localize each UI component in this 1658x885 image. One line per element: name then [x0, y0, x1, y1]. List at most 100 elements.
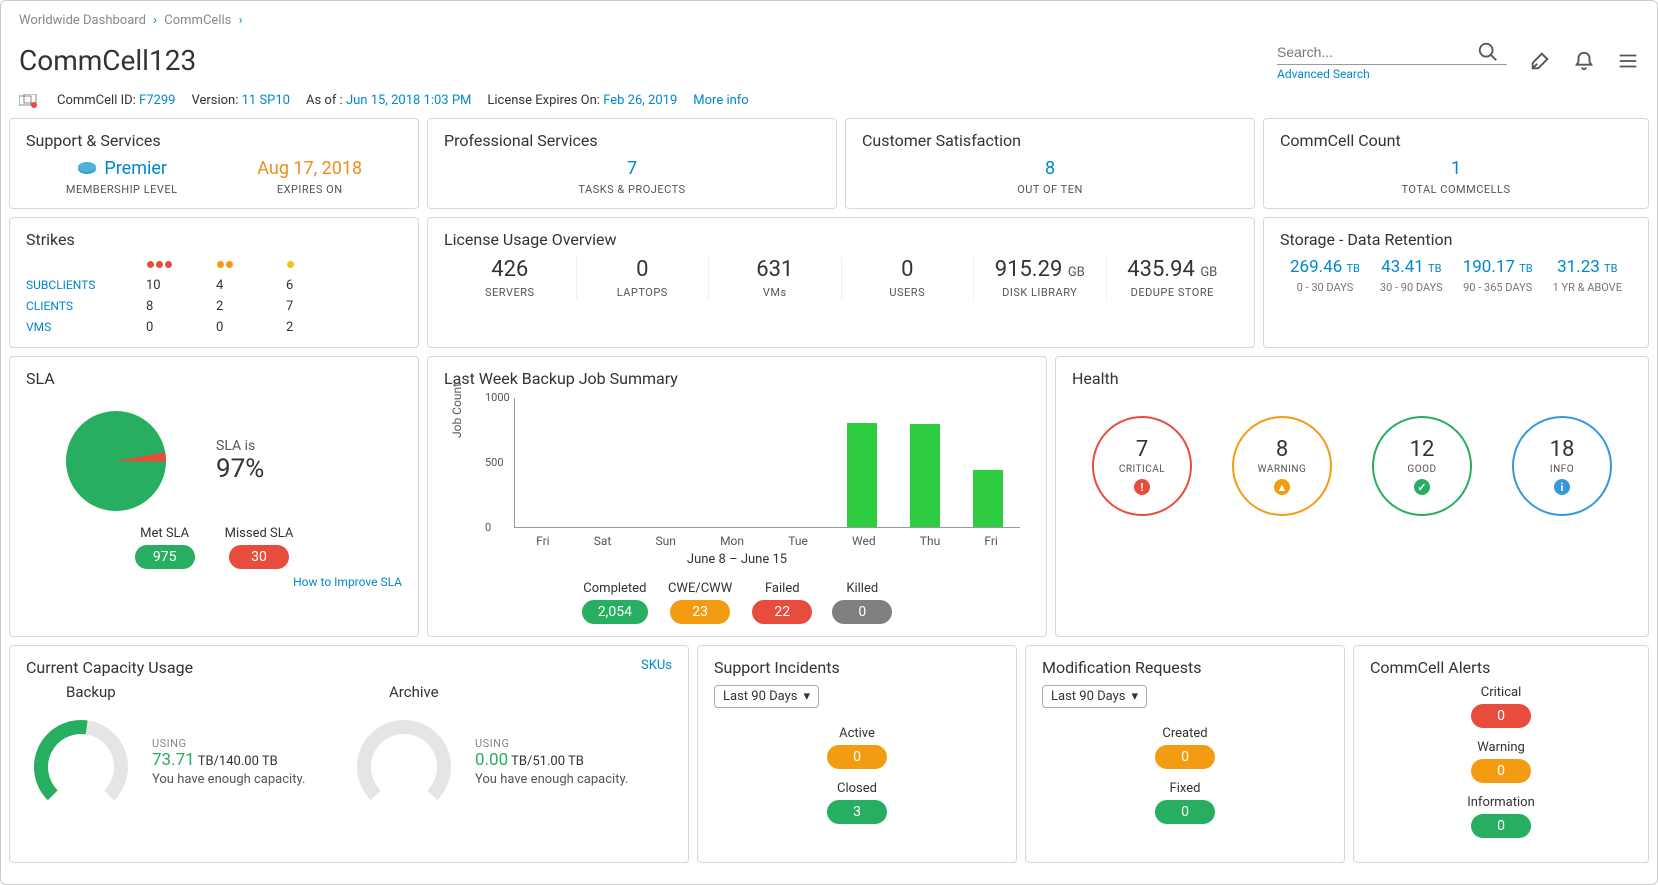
card-title: CommCell Alerts [1370, 658, 1632, 677]
closed-pill[interactable]: 3 [827, 800, 887, 824]
health-ring[interactable]: 8WARNING▲ [1232, 416, 1332, 516]
license-item: 915.29 GBDISK LIBRARY [974, 257, 1107, 299]
chart-y-label: Job Count [450, 383, 464, 438]
retention-item: 31.23 TB1 YR & ABOVE [1553, 257, 1622, 294]
alert-info-pill[interactable]: 0 [1471, 814, 1531, 838]
chart-x-tick: Sat [594, 534, 612, 548]
expires-on-label: EXPIRES ON [257, 183, 362, 196]
health-status-icon: i [1554, 479, 1570, 495]
closed-label: Closed [714, 781, 1000, 796]
commcell-count-value: 1 [1280, 158, 1632, 179]
chart-x-tick: Sun [656, 534, 676, 548]
chevron-right-icon: › [153, 13, 157, 28]
strike-cell: 4 [216, 278, 286, 293]
health-status-icon: ▲ [1274, 479, 1290, 495]
breadcrumb-worldwide[interactable]: Worldwide Dashboard [19, 13, 146, 28]
strike-cell: 8 [146, 299, 216, 314]
card-title: CommCell Count [1280, 131, 1632, 150]
missed-sla-label: Missed SLA [225, 526, 294, 541]
retention-item: 190.17 TB90 - 365 DAYS [1463, 257, 1533, 294]
license-item: 435.94 GBDEDUPE STORE [1107, 257, 1239, 299]
health-ring[interactable]: 18INFOi [1512, 416, 1612, 516]
met-sla-label: Met SLA [135, 526, 195, 541]
strike-cell: 6 [286, 278, 356, 293]
met-sla-pill[interactable]: 975 [135, 545, 195, 569]
archive-gauge [349, 707, 459, 817]
chart-bar[interactable] [910, 424, 940, 527]
card-title: SLA [26, 369, 402, 388]
breadcrumb-commcells[interactable]: CommCells [164, 13, 231, 28]
skus-link[interactable]: SKUs [641, 658, 672, 673]
card-title: License Usage Overview [444, 230, 1238, 249]
created-pill[interactable]: 0 [1155, 745, 1215, 769]
health-card: Health 7CRITICAL! 8WARNING▲ 12GOOD✓ 18INFOi [1055, 356, 1649, 637]
alert-warning-pill[interactable]: 0 [1471, 759, 1531, 783]
retention-item: 43.41 TB30 - 90 DAYS [1380, 257, 1443, 294]
strike-row-label[interactable]: SUBCLIENTS [26, 278, 146, 293]
chart-x-tick: Fri [536, 534, 549, 548]
legend-pill[interactable]: 22 [752, 600, 812, 624]
professional-services-card: Professional Services 7 TASKS & PROJECTS [427, 118, 837, 209]
active-pill[interactable]: 0 [827, 745, 887, 769]
legend-pill[interactable]: 23 [670, 600, 730, 624]
health-status-icon: ✓ [1414, 479, 1430, 495]
strike-row-label[interactable]: CLIENTS [26, 299, 146, 314]
card-title: Last Week Backup Job Summary [444, 369, 1030, 388]
legend-pill[interactable]: 2,054 [582, 600, 648, 624]
commcell-count-label: TOTAL COMMCELLS [1280, 183, 1632, 196]
card-title: Health [1072, 369, 1632, 388]
advanced-search-link[interactable]: Advanced Search [1277, 67, 1370, 81]
meta-row: CommCell ID: F7299 Version: 11 SP10 As o… [19, 91, 1639, 118]
csat-label: OUT OF TEN [862, 183, 1238, 196]
health-ring[interactable]: 12GOOD✓ [1372, 416, 1472, 516]
missed-sla-pill[interactable]: 30 [229, 545, 289, 569]
health-status-icon: ! [1134, 479, 1150, 495]
strike-cell: 2 [216, 299, 286, 314]
breadcrumb: Worldwide Dashboard › CommCells › [19, 9, 1639, 34]
membership-level-value[interactable]: Premier [104, 158, 167, 179]
chart-x-title: June 8 – June 15 [444, 552, 1030, 567]
card-title: Modification Requests [1042, 658, 1328, 677]
backup-gauge [26, 707, 136, 817]
alert-critical-pill[interactable]: 0 [1471, 704, 1531, 728]
csat-value: 8 [862, 158, 1238, 179]
legend-label: Completed [582, 581, 648, 596]
chart-bar[interactable] [973, 470, 1003, 527]
health-ring[interactable]: 7CRITICAL! [1092, 416, 1192, 516]
legend-pill[interactable]: 0 [832, 600, 892, 624]
improve-sla-link[interactable]: How to Improve SLA [26, 575, 402, 589]
page-title: CommCell123 [19, 44, 196, 77]
more-info-link[interactable]: More info [693, 93, 748, 108]
bell-icon[interactable] [1573, 50, 1595, 72]
backup-note: You have enough capacity. [152, 772, 305, 787]
tasks-projects-value[interactable]: 7 [444, 158, 820, 179]
license-item: 0LAPTOPS [577, 257, 710, 299]
strike-cell: 7 [286, 299, 356, 314]
fixed-pill[interactable]: 0 [1155, 800, 1215, 824]
chevron-right-icon: › [239, 13, 243, 28]
backup-heading: Backup [66, 683, 349, 701]
strike-row-label[interactable]: VMS [26, 320, 146, 335]
strike-cell: 0 [216, 320, 286, 335]
tools-icon[interactable] [1529, 50, 1551, 72]
license-item: 631VMs [709, 257, 842, 299]
chevron-down-icon: ▾ [1131, 689, 1138, 704]
commcell-count-card: CommCell Count 1 TOTAL COMMCELLS [1263, 118, 1649, 209]
incidents-range-select[interactable]: Last 90 Days ▾ [714, 685, 819, 708]
menu-icon[interactable] [1617, 50, 1639, 72]
asof-label: As of : [306, 93, 343, 108]
alert-critical-label: Critical [1370, 685, 1632, 700]
license-expires-label: License Expires On: [487, 93, 600, 108]
legend-label: Killed [832, 581, 892, 596]
storage-retention-card: Storage - Data Retention 269.46 TB0 - 30… [1263, 217, 1649, 348]
search-input[interactable] [1277, 40, 1477, 64]
chart-bar[interactable] [847, 423, 877, 527]
search-icon[interactable] [1477, 41, 1499, 63]
alert-info-label: Information [1370, 795, 1632, 810]
created-label: Created [1042, 726, 1328, 741]
commcell-id-value[interactable]: F7299 [139, 93, 175, 108]
requests-range-select[interactable]: Last 90 Days ▾ [1042, 685, 1147, 708]
commcell-alerts-card: CommCell Alerts Critical0 Warning0 Infor… [1353, 645, 1649, 863]
backup-job-summary-card: Last Week Backup Job Summary Job Count 1… [427, 356, 1047, 637]
card-title: Current Capacity Usage [26, 658, 193, 677]
